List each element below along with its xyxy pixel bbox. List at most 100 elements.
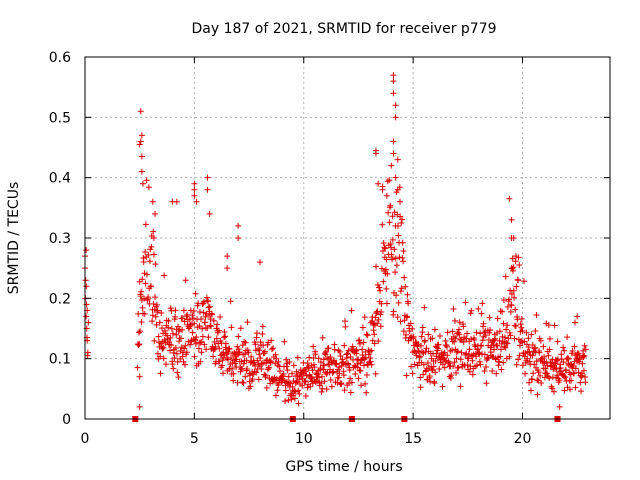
data-point — [412, 349, 419, 356]
data-point — [568, 377, 575, 384]
data-point — [377, 323, 384, 330]
data-point — [546, 335, 553, 342]
data-point — [170, 365, 177, 372]
data-point — [529, 352, 536, 359]
data-point — [510, 287, 517, 294]
data-point — [560, 373, 567, 380]
data-point — [486, 329, 493, 336]
data-point — [479, 337, 486, 344]
data-point — [415, 348, 422, 355]
data-point — [481, 368, 488, 375]
data-point — [173, 350, 180, 357]
data-point — [431, 380, 438, 387]
data-point — [165, 324, 172, 331]
data-point — [138, 288, 145, 295]
data-point — [166, 341, 173, 348]
data-point — [364, 332, 371, 339]
data-point — [416, 353, 423, 360]
data-point — [238, 366, 245, 373]
data-point — [140, 259, 147, 266]
data-point — [577, 379, 584, 386]
data-point — [175, 328, 182, 335]
data-point — [345, 361, 352, 368]
data-point — [241, 351, 248, 358]
data-point — [259, 323, 266, 330]
data-point — [565, 355, 572, 362]
data-point — [137, 108, 144, 115]
data-point — [312, 351, 319, 358]
data-point — [204, 186, 211, 193]
data-point — [178, 344, 185, 351]
data-point — [534, 377, 541, 383]
data-point — [286, 358, 293, 365]
data-point — [476, 358, 483, 365]
data-point — [436, 333, 443, 340]
data-point — [268, 346, 275, 353]
data-point — [422, 337, 429, 344]
data-point — [404, 291, 411, 298]
data-point — [469, 371, 476, 378]
data-point — [181, 361, 188, 368]
data-point — [301, 378, 308, 385]
data-point — [368, 347, 375, 354]
data-point — [173, 198, 180, 205]
data-point — [213, 335, 220, 342]
data-point — [483, 363, 490, 370]
data-point — [554, 372, 561, 379]
data-point — [553, 357, 560, 364]
data-point — [207, 323, 214, 330]
data-point — [150, 235, 157, 241]
data-point — [530, 370, 537, 377]
data-point — [134, 364, 141, 371]
data-point — [464, 355, 471, 362]
data-point — [408, 363, 415, 370]
data-point — [372, 314, 379, 321]
data-point — [508, 216, 515, 223]
data-point — [183, 349, 190, 356]
data-point — [161, 327, 168, 334]
data-point — [571, 370, 578, 377]
data-point — [540, 343, 547, 350]
data-point — [203, 346, 210, 353]
data-point — [393, 262, 400, 269]
data-point — [164, 335, 171, 342]
data-point — [310, 355, 317, 362]
data-point — [487, 326, 494, 333]
data-point — [292, 388, 299, 395]
points-layer — [82, 72, 589, 410]
data-point — [148, 283, 155, 290]
data-point — [449, 347, 456, 354]
data-point — [372, 150, 379, 157]
data-point — [230, 377, 237, 384]
data-point — [544, 370, 551, 377]
data-point — [137, 138, 144, 145]
data-point — [533, 358, 540, 365]
data-point — [402, 283, 409, 290]
data-point — [172, 313, 179, 320]
data-point — [272, 351, 279, 358]
data-point — [502, 273, 509, 280]
data-point — [341, 387, 348, 394]
data-point — [409, 370, 416, 377]
data-point — [302, 393, 309, 400]
data-point — [398, 285, 405, 292]
data-point — [561, 347, 568, 354]
data-point — [393, 292, 400, 299]
data-point — [270, 345, 277, 352]
data-point — [476, 350, 483, 357]
data-point — [577, 388, 584, 395]
y-tick-label: 0.6 — [49, 50, 71, 66]
data-point — [479, 300, 486, 307]
data-point — [209, 311, 216, 318]
data-point — [284, 367, 291, 374]
data-point — [333, 360, 340, 367]
data-point — [462, 299, 469, 306]
data-point — [407, 320, 414, 327]
data-point — [541, 353, 548, 360]
data-point — [417, 384, 424, 391]
data-point — [349, 343, 356, 350]
data-point — [304, 384, 311, 391]
data-point — [550, 388, 557, 395]
data-point — [450, 363, 457, 370]
data-point — [545, 352, 552, 359]
